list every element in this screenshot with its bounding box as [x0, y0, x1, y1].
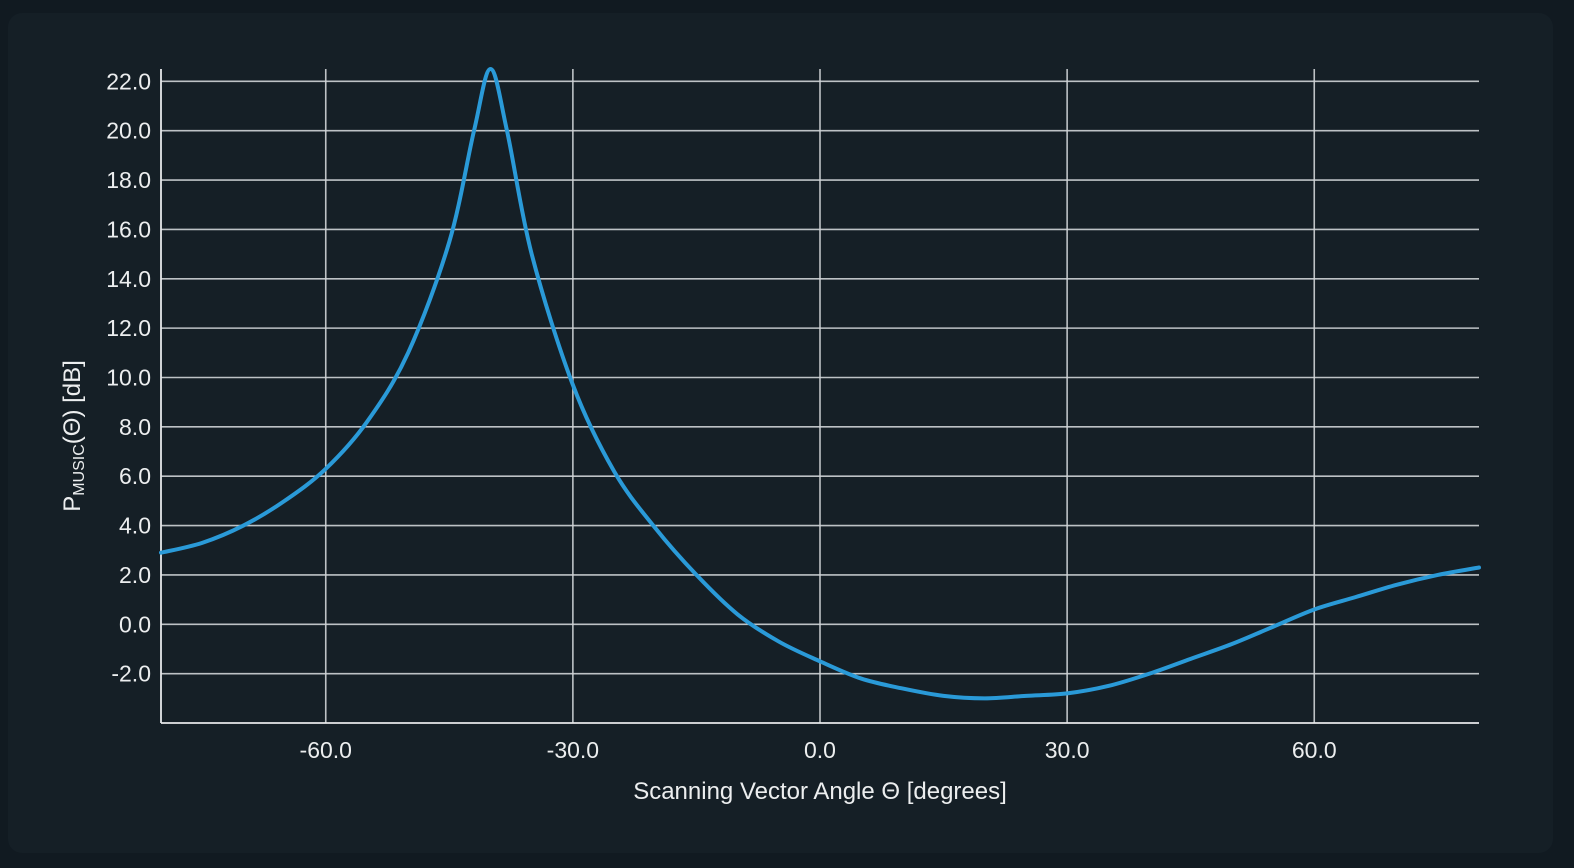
y-axis-title-subscript: MUSIC: [71, 444, 88, 496]
y-tick-label: 8.0: [119, 414, 151, 440]
y-tick-label: 6.0: [119, 463, 151, 489]
y-tick-label: 10.0: [106, 364, 151, 390]
y-tick-labels: -2.0 0.0 2.0 4.0 6.0 8.0 10.0 12.0 14.0 16.0 18.0 2…: [106, 68, 151, 686]
y-tick-label: -2.0: [111, 661, 151, 687]
y-tick-label: 0.0: [119, 611, 151, 637]
y-tick-label: 18.0: [106, 167, 151, 193]
x-tick-label: 60.0: [1292, 737, 1337, 763]
y-axis-title-prefix: P: [59, 496, 86, 512]
series: [159, 67, 1481, 701]
x-tick-label: -30.0: [547, 737, 599, 763]
y-axis-title-suffix: (Θ) [dB]: [59, 360, 86, 444]
x-tick-labels: -60.0 -30.0 0.0 30.0 60.0: [300, 737, 1337, 763]
series-line-0: [159, 67, 1481, 701]
axes: [160, 69, 1479, 724]
grid: [161, 69, 1479, 723]
x-tick-label: 0.0: [804, 737, 836, 763]
y-tick-label: 4.0: [119, 513, 151, 539]
x-tick-label: -60.0: [300, 737, 352, 763]
y-tick-label: 2.0: [119, 562, 151, 588]
y-axis-title: PMUSIC(Θ) [dB]: [59, 360, 88, 512]
x-tick-label: 30.0: [1045, 737, 1090, 763]
y-tick-label: 14.0: [106, 266, 151, 292]
y-tick-label: 20.0: [106, 118, 151, 144]
x-axis-title: Scanning Vector Angle Θ [degrees]: [633, 778, 1007, 805]
y-tick-label: 16.0: [106, 216, 151, 242]
y-tick-label: 12.0: [106, 315, 151, 341]
y-tick-label: 22.0: [106, 68, 151, 94]
chart-panel: [8, 13, 1553, 853]
